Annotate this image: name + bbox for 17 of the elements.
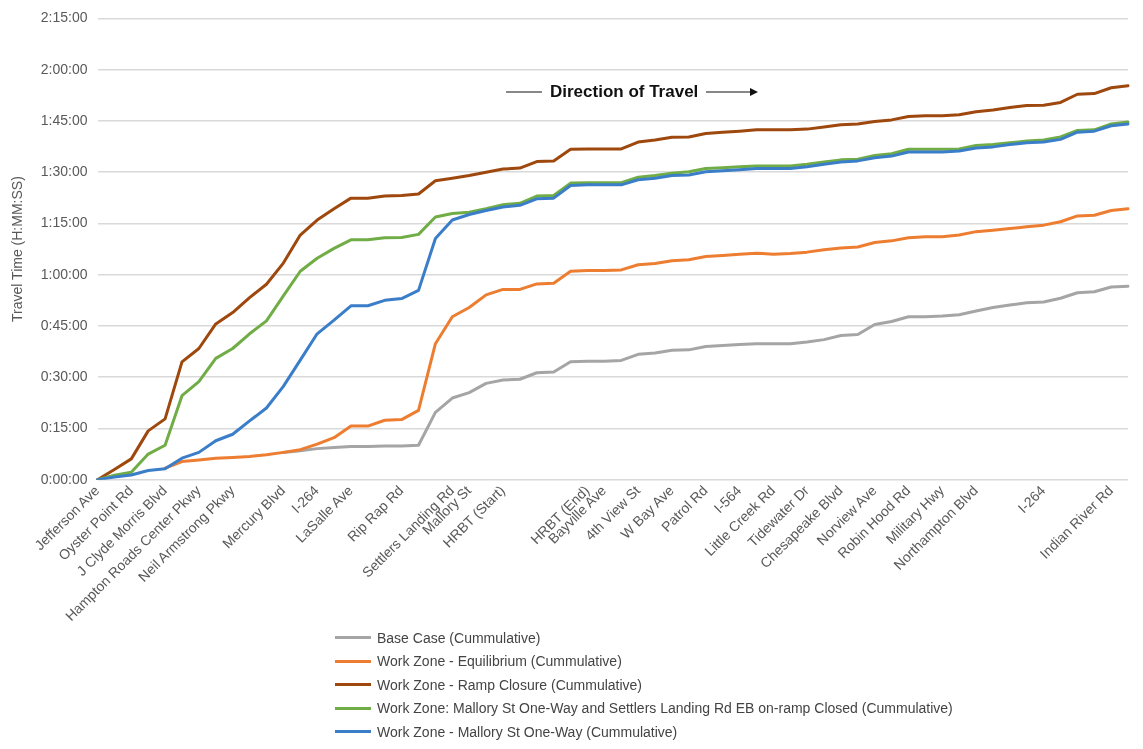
legend-label: Base Case (Cummulative) [377,629,541,646]
y-axis-title: Travel Time (H:MM:SS) [9,176,26,322]
y-tick-label: 1:00:00 [40,265,88,282]
legend-label: Work Zone: Mallory St One-Way and Settlers Landing Rd EB on-ramp Closed (Cummulative) [377,700,953,717]
y-tick-label: 0:30:00 [40,368,88,385]
y-tick-label: 1:30:00 [40,163,88,180]
y-tick-label: 2:15:00 [40,9,88,26]
y-tick-label: 0:45:00 [40,316,88,333]
y-tick-label: 2:00:00 [40,60,88,77]
legend-label: Work Zone - Ramp Closure (Cummulative) [377,676,643,693]
legend-label: Work Zone - Equilibrium (Cummulative) [377,653,622,670]
y-tick-label: 1:45:00 [40,111,88,128]
annotation: Direction of Travel [550,82,699,102]
y-tick-label: 1:15:00 [40,214,88,231]
y-tick-label: 0:15:00 [40,419,88,436]
legend-label: Work Zone - Mallory St One-Way (Cummulative) [377,723,678,740]
y-tick-label: 0:00:00 [40,470,88,487]
